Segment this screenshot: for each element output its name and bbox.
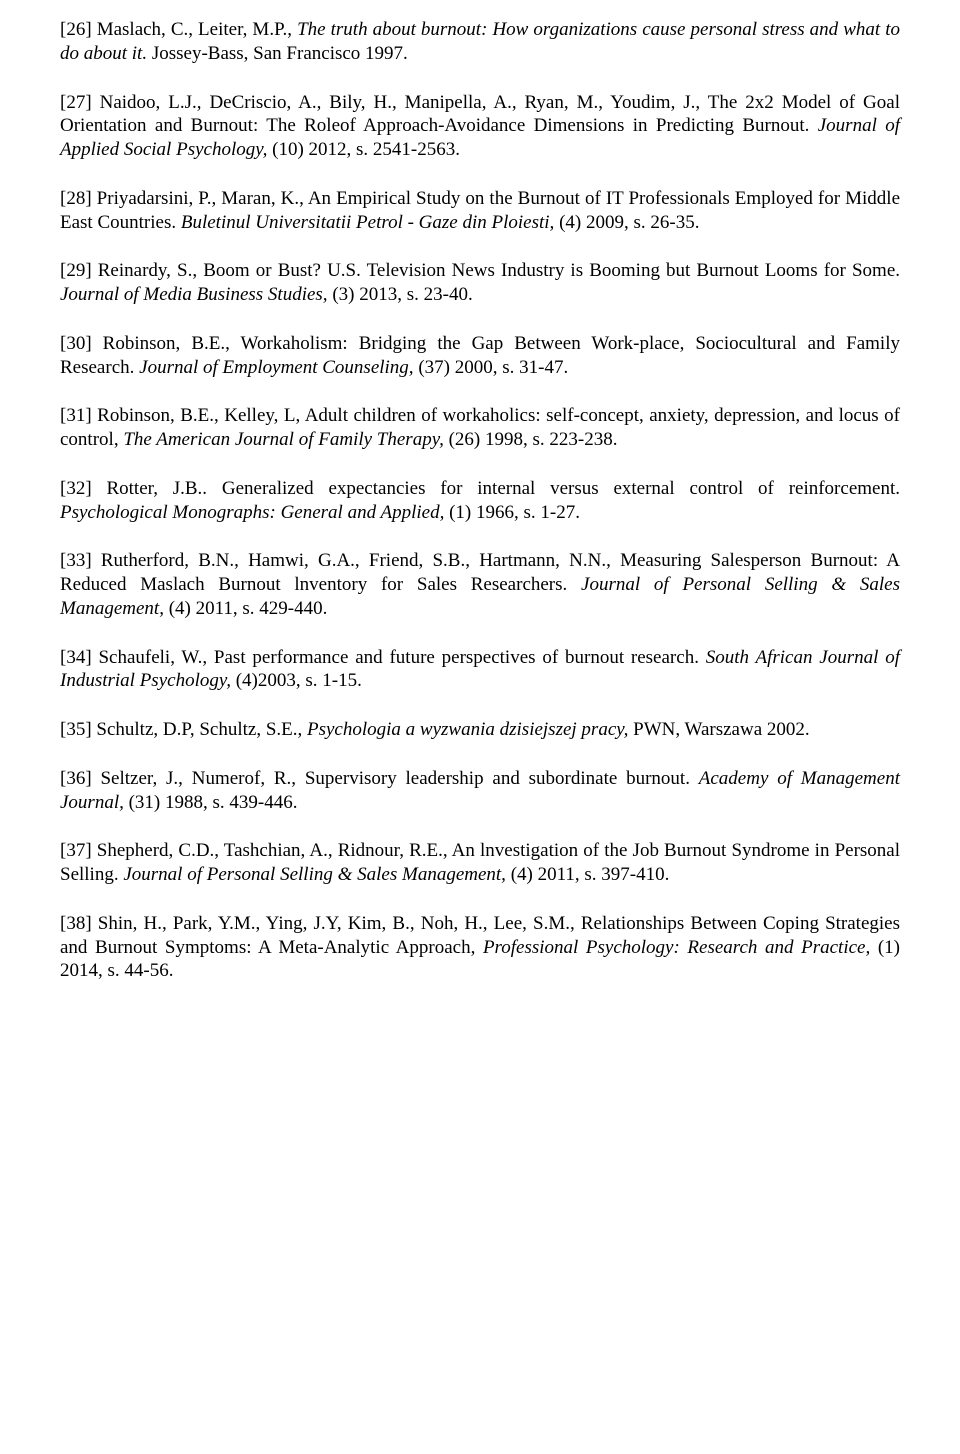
- reference-item: [29] Reinardy, S., Boom or Bust? U.S. Te…: [60, 259, 900, 307]
- reference-item: [30] Robinson, B.E., Workaholism: Bridgi…: [60, 332, 900, 380]
- reference-italic-span: Psychological Monographs: General and Ap…: [60, 502, 444, 523]
- reference-item: [35] Schultz, D.P, Schultz, S.E., Psycho…: [60, 718, 900, 742]
- reference-text-span: (3) 2013, s. 23-40.: [328, 284, 473, 305]
- reference-text-span: (26) 1998, s. 223-238.: [444, 429, 618, 450]
- reference-item: [36] Seltzer, J., Numerof, R., Superviso…: [60, 767, 900, 815]
- reference-text-span: (1) 1966, s. 1-27.: [444, 502, 580, 523]
- reference-text-span: (4) 2011, s. 429-440.: [164, 598, 327, 619]
- reference-item: [26] Maslach, C., Leiter, M.P., The trut…: [60, 18, 900, 66]
- reference-text-span: [34] Schaufeli, W., Past performance and…: [60, 647, 706, 668]
- reference-text-span: (37) 2000, s. 31-47.: [414, 357, 569, 378]
- reference-italic-span: The American Journal of Family Therapy,: [123, 429, 444, 450]
- reference-italic-span: Journal of Personal Selling & Sales Mana…: [123, 864, 506, 885]
- reference-text-span: [26] Maslach, C., Leiter, M.P.,: [60, 19, 297, 40]
- reference-text-span: [27] Naidoo, L.J., DeCriscio, A., Bily, …: [60, 92, 900, 137]
- reference-item: [34] Schaufeli, W., Past performance and…: [60, 646, 900, 694]
- reference-item: [37] Shepherd, C.D., Tashchian, A., Ridn…: [60, 839, 900, 887]
- reference-text-span: [35] Schultz, D.P, Schultz, S.E.,: [60, 719, 307, 740]
- reference-italic-span: Psychologia a wyzwania dzisiejszej pracy…: [307, 719, 628, 740]
- reference-text-span: (4) 2009, s. 26-35.: [554, 212, 699, 233]
- reference-italic-span: Professional Psychology: Research and Pr…: [483, 937, 870, 958]
- reference-text-span: Jossey-­Bass, San Francisco 1997.: [147, 43, 408, 64]
- reference-text-span: (4)2003, s. 1-15.: [231, 670, 362, 691]
- references-list: [26] Maslach, C., Leiter, M.P., The trut…: [60, 18, 900, 983]
- reference-item: [32] Rotter, J.B.. Generalized expectanc…: [60, 477, 900, 525]
- reference-text-span: (31) 1988, s. 439-446.: [124, 792, 298, 813]
- reference-text-span: (10) 2012, s. 2541-2563.: [267, 139, 460, 160]
- reference-text-span: (4) 2011, s. 397-410.: [506, 864, 669, 885]
- reference-italic-span: Journal of Media Business Studies,: [60, 284, 328, 305]
- reference-text-span: [36] Seltzer, J., Numerof, R., Superviso…: [60, 768, 699, 789]
- reference-text-span: [29] Reinardy, S., Boom or Bust? U.S. Te…: [60, 260, 900, 281]
- reference-item: [33] Rutherford, B.N., Hamwi, G.A., Frie…: [60, 549, 900, 620]
- reference-italic-span: Journal of Employment Counseling,: [139, 357, 413, 378]
- reference-item: [38] Shin, H., Park, Y.M., Ying, J.Y, Ki…: [60, 912, 900, 983]
- reference-item: [31] Robinson, B.E., Kelley, L, Adult ch…: [60, 404, 900, 452]
- reference-item: [28] Priyadarsini, P., Maran, K., An Emp…: [60, 187, 900, 235]
- reference-text-span: [32] Rotter, J.B.. Generalized expectanc…: [60, 478, 900, 499]
- reference-text-span: PWN, Warszawa 2002.: [628, 719, 809, 740]
- reference-item: [27] Naidoo, L.J., DeCriscio, A., Bily, …: [60, 91, 900, 162]
- reference-italic-span: Buletinul Universitatii Petrol - Gaze di…: [181, 212, 554, 233]
